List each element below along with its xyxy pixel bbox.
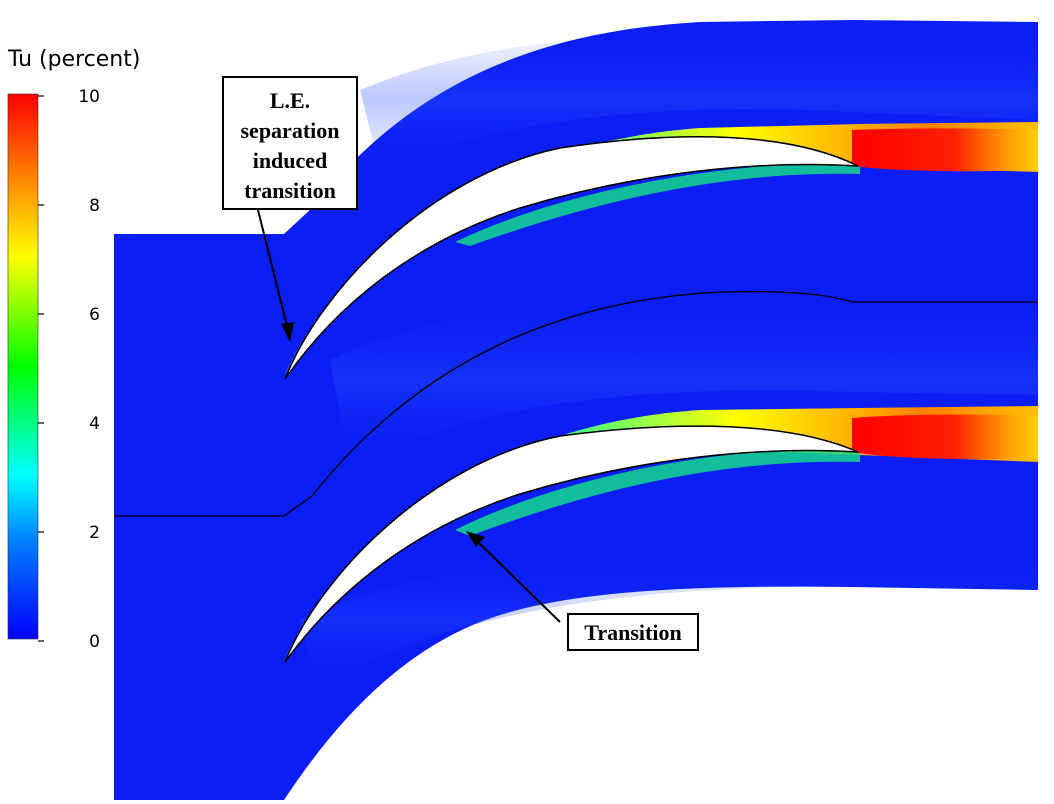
le-separation-callout: L.E. separation induced transition (222, 76, 358, 342)
lower-passage-band (300, 551, 1038, 690)
upper-blade-group (284, 122, 1038, 380)
colorbar-tick-label: 2 (89, 523, 100, 543)
le-separation-line-2: separation (241, 118, 340, 143)
transition-arrow-line (475, 539, 561, 623)
colorbar-tick-label: 10 (78, 87, 100, 107)
colorbar-legend: Tu (percent) 10 8 6 4 2 0 (7, 47, 140, 652)
upper-passage-band (360, 29, 1038, 170)
upper-pressure-layer (455, 164, 860, 246)
le-separation-box (222, 76, 358, 210)
lower-blade-group (284, 406, 1038, 663)
colorbar-ticks: 10 8 6 4 2 0 (38, 87, 100, 652)
le-separation-line-3: induced (253, 148, 328, 173)
le-separation-line-1: L.E. (270, 88, 310, 113)
lower-blade-body (284, 425, 859, 663)
colorbar (7, 93, 39, 640)
lower-pressure-layer (455, 450, 860, 536)
middle-passage-band (330, 289, 1038, 470)
transition-label: Transition (584, 620, 681, 645)
upper-wake (852, 128, 1038, 172)
le-separation-arrow-head (281, 322, 294, 342)
colorbar-tick-label: 6 (89, 305, 100, 325)
transition-arrow-head (466, 531, 485, 547)
lower-wake (852, 414, 1038, 460)
transition-box (567, 613, 699, 651)
colorbar-tick-label: 4 (89, 414, 100, 434)
le-separation-line-4: transition (244, 178, 336, 203)
colorbar-tick-label: 0 (89, 632, 100, 652)
upper-blade-body (284, 136, 859, 380)
colorbar-tick-label: 8 (89, 196, 100, 216)
le-separation-arrow-line (257, 209, 289, 331)
transition-callout: Transition (466, 531, 699, 651)
periodic-boundary-upper (283, 290, 1038, 517)
legend-title: Tu (percent) (7, 47, 140, 72)
